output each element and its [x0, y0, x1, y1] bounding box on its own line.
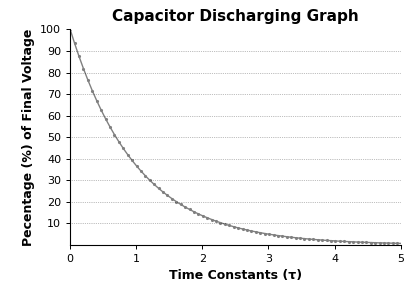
Y-axis label: Pecentage (%) of Final Voltage: Pecentage (%) of Final Voltage [21, 29, 35, 246]
X-axis label: Time Constants (τ): Time Constants (τ) [169, 269, 302, 282]
Title: Capacitor Discharging Graph: Capacitor Discharging Graph [112, 9, 359, 24]
